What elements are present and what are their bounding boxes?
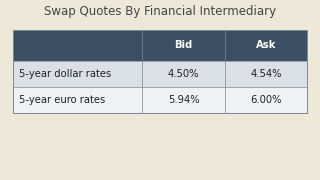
Text: 6.00%: 6.00%: [250, 95, 282, 105]
Text: Swap Quotes By Financial Intermediary: Swap Quotes By Financial Intermediary: [44, 5, 276, 18]
Bar: [225, 61, 307, 87]
Text: Bid: Bid: [174, 40, 193, 50]
Bar: [142, 61, 225, 87]
Bar: [225, 30, 307, 61]
Bar: [13, 30, 142, 61]
Text: 5.94%: 5.94%: [168, 95, 199, 105]
Bar: [142, 30, 225, 61]
Text: 4.54%: 4.54%: [250, 69, 282, 79]
Text: 5-year dollar rates: 5-year dollar rates: [19, 69, 111, 79]
Bar: [13, 61, 142, 87]
Bar: [225, 87, 307, 113]
Bar: [142, 87, 225, 113]
Text: 4.50%: 4.50%: [168, 69, 199, 79]
Bar: [13, 87, 142, 113]
Bar: [13, 30, 307, 113]
Text: 5-year euro rates: 5-year euro rates: [19, 95, 105, 105]
Text: Ask: Ask: [256, 40, 276, 50]
